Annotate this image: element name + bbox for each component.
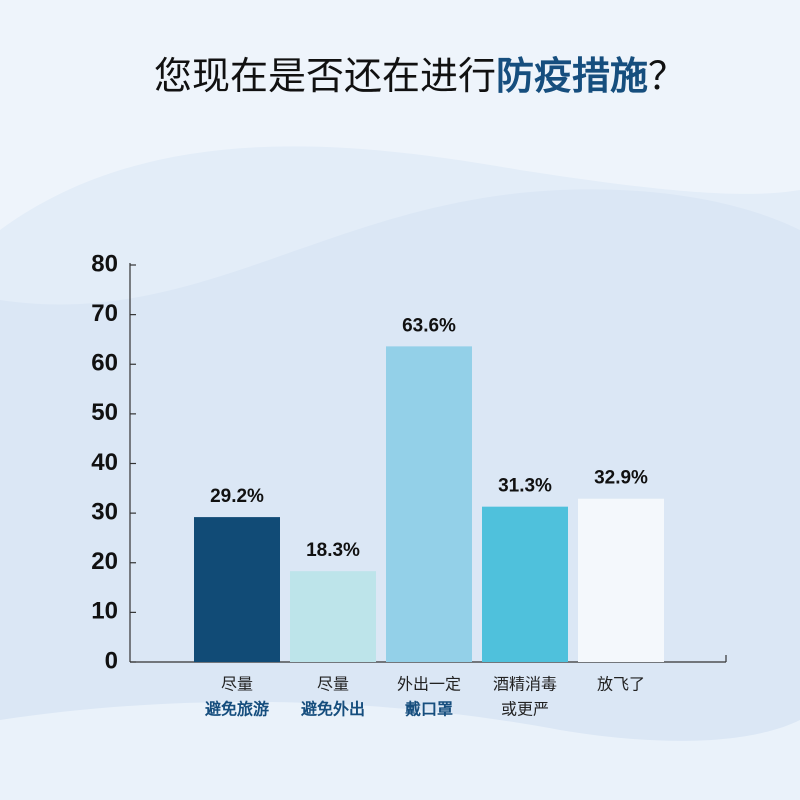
title-emphasis: 防疫措施: [496, 54, 648, 98]
value-label: 63.6%: [402, 315, 456, 336]
x-tick-label: 戴口罩: [405, 700, 453, 719]
x-tick-label: 放飞了: [597, 675, 645, 694]
x-tick-label: 避免外出: [301, 700, 365, 719]
y-tick-label: 0: [105, 647, 118, 674]
value-label: 18.3%: [306, 540, 360, 561]
title-part: ？: [648, 54, 686, 98]
x-tick-label: 避免旅游: [205, 700, 269, 719]
y-tick-label: 70: [91, 300, 118, 327]
bar: [386, 346, 472, 662]
y-tick-label: 30: [91, 498, 118, 525]
x-tick-label: 外出一定: [397, 675, 461, 694]
bar: [578, 498, 664, 662]
y-tick-label: 50: [91, 399, 118, 426]
bar: [290, 571, 376, 662]
value-label: 29.2%: [210, 486, 264, 507]
value-label: 31.3%: [498, 476, 552, 497]
y-tick-label: 10: [91, 598, 118, 625]
wave: [0, 701, 800, 800]
value-label: 32.9%: [594, 468, 648, 489]
y-tick-label: 80: [91, 250, 118, 277]
chart-title: 您现在是否还在进行防疫措施？: [154, 54, 686, 98]
title-part: 您现在是否还在进行: [154, 54, 496, 98]
x-tick-label: 或更严: [501, 700, 549, 719]
y-tick-label: 20: [91, 548, 118, 575]
y-tick-label: 60: [91, 350, 118, 377]
x-tick-label: 酒精消毒: [493, 675, 557, 694]
bar: [482, 506, 568, 662]
x-tick-label: 尽量: [221, 675, 253, 694]
x-tick-label: 尽量: [317, 675, 349, 694]
y-tick-label: 40: [91, 449, 118, 476]
bar: [194, 517, 280, 662]
